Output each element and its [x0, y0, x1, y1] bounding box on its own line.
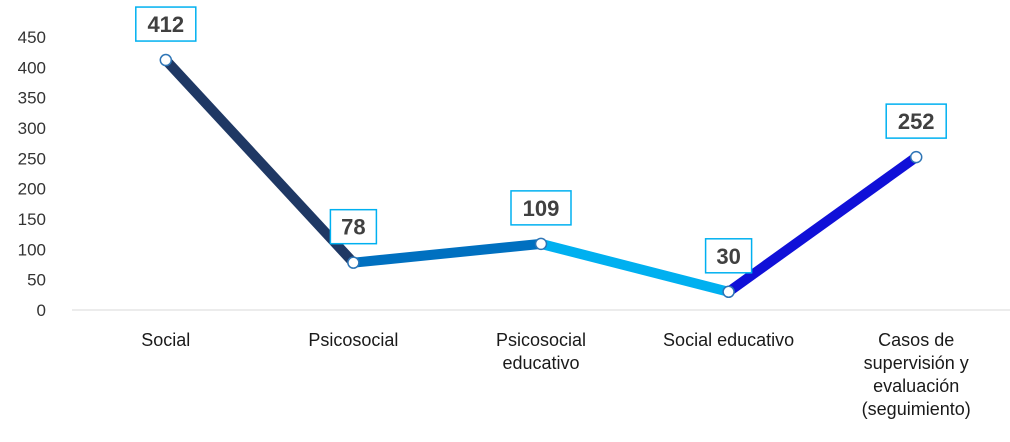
- data-label-box-3: [704, 238, 753, 274]
- data-labels: 412 78 109 30 252: [135, 6, 947, 274]
- y-tick-label-50: 50: [27, 271, 46, 290]
- data-point-2: [534, 237, 548, 251]
- series-segment-1: [352, 238, 542, 268]
- x-category-line: Social educativo: [663, 330, 794, 350]
- x-category-line: Casos de: [878, 330, 954, 350]
- x-category-line: Psicosocial: [308, 330, 398, 350]
- data-label-4: 252: [898, 109, 935, 134]
- x-category-line: (seguimiento): [862, 399, 971, 419]
- y-tick-label-0: 0: [37, 301, 46, 320]
- y-tick-label-450: 450: [18, 28, 46, 47]
- data-label-2: 109: [523, 196, 560, 221]
- series-segment-2: [539, 239, 730, 297]
- data-label-0: 412: [147, 12, 184, 37]
- x-category-label-1: Psicosocial: [308, 330, 398, 350]
- data-label-box-2: [510, 190, 572, 226]
- x-axis-categories: Social Psicosocial Psicosocial educativo Soc…: [141, 330, 970, 419]
- data-label-box-0: [135, 6, 197, 42]
- x-category-line: educativo: [502, 353, 579, 373]
- data-label-3: 30: [716, 244, 740, 269]
- data-label-1: 78: [341, 215, 365, 240]
- x-category-line: Social: [141, 330, 190, 350]
- y-tick-label-400: 400: [18, 58, 46, 77]
- data-label-box-4: [885, 103, 947, 139]
- data-point-1: [347, 256, 360, 269]
- x-category-line: evaluación: [873, 376, 959, 396]
- data-label-box-1: [329, 208, 378, 245]
- x-category-label-0: Social: [141, 330, 190, 350]
- data-point-4: [909, 150, 923, 164]
- x-category-label-2: Psicosocial educativo: [496, 330, 586, 373]
- y-tick-label-100: 100: [18, 240, 46, 259]
- y-tick-label-350: 350: [18, 89, 46, 108]
- series-segment-3: [725, 153, 920, 296]
- y-tick-label-150: 150: [18, 210, 46, 229]
- data-point-0: [159, 53, 173, 67]
- series-markers: [159, 53, 923, 299]
- y-tick-label-250: 250: [18, 149, 46, 168]
- data-point-3: [722, 285, 735, 299]
- y-axis-ticks: 0 50 100 150 200 250 300 350 400 450: [18, 28, 46, 320]
- x-category-line: supervisión y: [864, 353, 969, 373]
- x-category-label-4: Casos de supervisión y evaluación (seguimie…: [862, 330, 971, 419]
- series-segment-0: [162, 56, 358, 267]
- x-category-label-3: Social educativo: [663, 330, 794, 350]
- y-tick-label-200: 200: [18, 180, 46, 199]
- x-category-line: Psicosocial: [496, 330, 586, 350]
- y-tick-label-300: 300: [18, 119, 46, 138]
- series-line: [162, 56, 920, 297]
